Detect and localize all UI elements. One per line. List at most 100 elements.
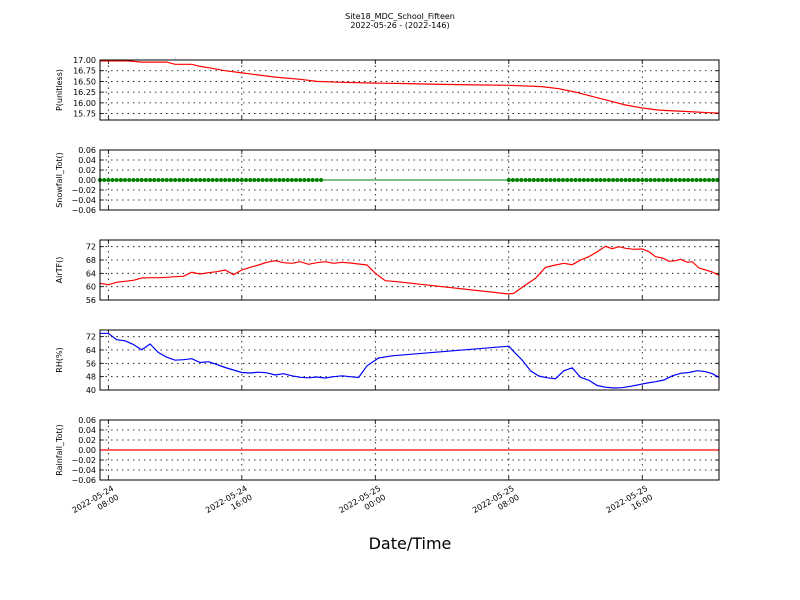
y-tick-label: 15.75	[73, 110, 96, 119]
data-point	[636, 178, 641, 182]
plot-frame	[99, 329, 720, 391]
data-point	[148, 178, 153, 182]
data-point	[523, 178, 528, 182]
data-point	[665, 178, 670, 182]
data-point	[698, 178, 703, 182]
data-point	[135, 178, 140, 182]
data-point	[185, 178, 190, 182]
data-point	[644, 178, 649, 182]
data-point	[510, 178, 515, 182]
x-axis-label: Date/Time	[368, 534, 452, 553]
data-point	[193, 178, 198, 182]
y-tick-label: 16.50	[73, 77, 96, 86]
data-point	[214, 178, 219, 182]
y-axis-label: AirTF()	[55, 257, 64, 284]
data-point	[152, 178, 157, 182]
data-point	[594, 178, 599, 182]
data-point	[707, 178, 711, 182]
y-tick-label: −0.04	[71, 196, 96, 205]
data-point	[281, 178, 286, 182]
data-point	[611, 178, 616, 182]
y-tick-label: 0.02	[78, 436, 96, 445]
data-point	[673, 178, 678, 182]
data-point	[235, 178, 240, 182]
series-line	[99, 245, 720, 295]
data-point	[602, 178, 607, 182]
y-tick-label: 0.04	[78, 426, 96, 435]
data-point	[139, 178, 144, 182]
data-point	[164, 178, 169, 182]
data-point	[715, 178, 720, 182]
data-point	[561, 178, 565, 182]
data-point	[168, 178, 173, 182]
y-tick-label: 0.04	[78, 156, 96, 165]
data-point	[189, 178, 194, 182]
data-point	[206, 178, 211, 182]
data-point	[506, 178, 511, 182]
data-point	[556, 178, 561, 182]
data-point	[231, 178, 236, 182]
y-tick-label: 16.00	[73, 99, 96, 108]
data-point	[661, 178, 666, 182]
plot-frame	[99, 149, 720, 211]
data-point	[202, 178, 207, 182]
data-point	[606, 178, 611, 182]
data-point	[264, 178, 269, 182]
data-point	[694, 178, 699, 182]
data-point	[548, 178, 553, 182]
data-point	[198, 178, 203, 182]
data-point	[586, 178, 590, 182]
y-tick-label: 40	[86, 386, 96, 395]
data-point	[210, 178, 215, 182]
data-point	[536, 178, 540, 182]
data-point	[682, 178, 686, 182]
data-point	[652, 178, 657, 182]
data-point	[177, 178, 182, 182]
plot-frame	[99, 59, 720, 121]
data-point	[106, 178, 111, 182]
data-point	[181, 178, 186, 182]
data-point	[310, 178, 315, 182]
series-line	[100, 60, 720, 114]
y-tick-label: 56	[86, 296, 96, 305]
data-point	[552, 178, 557, 182]
y-tick-label: 0.00	[78, 446, 96, 455]
data-point	[110, 178, 115, 182]
data-point	[598, 178, 603, 182]
data-point	[648, 178, 653, 182]
y-tick-label: 72	[86, 333, 96, 342]
panel-5: 0.060.040.020.00−0.02−0.04−0.06 Rainfall_…	[55, 416, 720, 485]
chart-subtitle: 2022-05-26 - (2022-146)	[350, 21, 450, 30]
data-point	[173, 178, 178, 182]
panel-3: 72 68 64 60 56 AirTF()	[55, 239, 720, 305]
data-point	[686, 178, 691, 182]
y-tick-label: 0.06	[78, 416, 96, 425]
data-point	[294, 178, 298, 182]
y-tick-label: −0.06	[71, 206, 96, 215]
data-point	[515, 178, 520, 182]
y-tick-label: −0.02	[71, 186, 96, 195]
y-tick-label: 16.75	[73, 67, 96, 76]
data-point	[127, 178, 132, 182]
data-point	[573, 178, 578, 182]
data-point	[544, 178, 549, 182]
y-tick-label: 0.06	[78, 146, 96, 155]
data-point	[314, 178, 319, 182]
data-point	[627, 178, 632, 182]
data-point	[273, 178, 278, 182]
data-point	[102, 178, 107, 182]
data-point	[114, 178, 119, 182]
y-axis-label: RH(%)	[55, 347, 64, 372]
data-point	[711, 178, 716, 182]
y-tick-label: 56	[86, 359, 96, 368]
y-tick-label: 64	[86, 346, 96, 355]
data-point	[519, 178, 524, 182]
data-point	[702, 178, 707, 182]
